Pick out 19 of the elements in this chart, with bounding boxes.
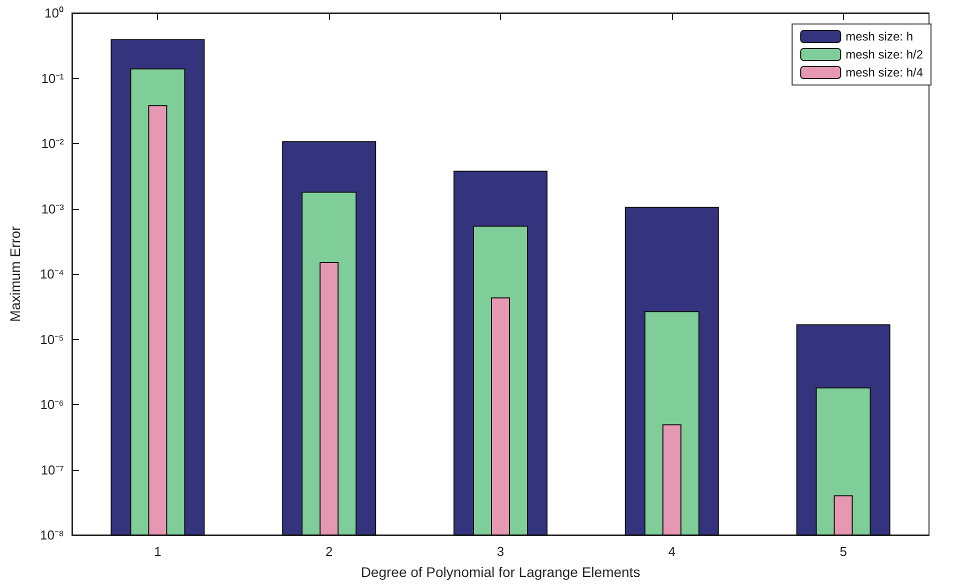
x-tick-label: 5 xyxy=(840,544,847,559)
legend-label: mesh size: h/2 xyxy=(846,48,924,62)
y-tick-label: 10⁻⁵ xyxy=(40,332,64,347)
x-tick-label: 4 xyxy=(668,544,676,559)
y-tick-label: 10⁰ xyxy=(44,6,64,20)
y-tick-label: 10⁻¹ xyxy=(41,70,65,86)
y-tick-label: 10⁻² xyxy=(41,136,65,151)
legend-label: mesh size: h/4 xyxy=(846,66,924,80)
y-tick-label: 10⁻⁶ xyxy=(40,397,64,412)
y-axis-title: Maximum Error xyxy=(7,226,23,322)
y-tick-label: 10⁻⁷ xyxy=(40,462,64,478)
x-tick-label: 3 xyxy=(496,544,504,559)
y-tick-label: 10⁻³ xyxy=(41,201,65,216)
legend-label: mesh size: h xyxy=(846,30,913,44)
x-tick-label: 2 xyxy=(325,544,333,559)
x-axis-title: Degree of Polynomial for Lagrange Elements xyxy=(360,564,640,580)
y-tick-label: 10⁻⁸ xyxy=(40,528,64,542)
x-tick-label: 1 xyxy=(154,544,162,559)
y-tick-label: 10⁻⁴ xyxy=(40,266,64,282)
